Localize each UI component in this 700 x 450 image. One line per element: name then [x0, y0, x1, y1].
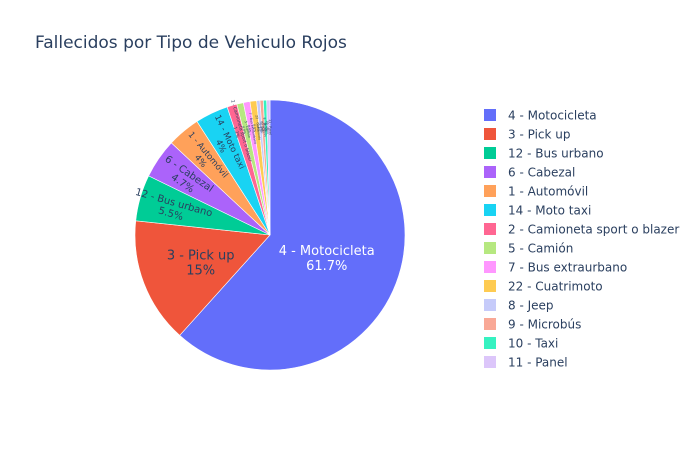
- legend-item-11-panel[interactable]: 11 - Panel: [484, 356, 568, 370]
- legend-label-5-camion: 5 - Camión: [508, 242, 573, 256]
- pie-slices: [134, 99, 406, 371]
- legend-label-11-panel: 11 - Panel: [508, 356, 568, 370]
- legend-swatch-14-moto-taxi: [484, 204, 496, 216]
- pie-label-5-camion: 5 - Camión0.8%: [240, 120, 251, 139]
- legend-item-9-microbus[interactable]: 9 - Microbús: [484, 318, 581, 332]
- pie-label-7-bus-extraurbano: 7 - Bus extraurbano0.8%: [244, 112, 257, 145]
- legend-swatch-1-automovil: [484, 185, 496, 197]
- legend-label-3-pick-up: 3 - Pick up: [508, 128, 570, 142]
- legend-swatch-7-bus-extraurbano: [484, 261, 496, 273]
- legend-swatch-8-jeep: [484, 299, 496, 311]
- legend-item-10-taxi[interactable]: 10 - Taxi: [484, 337, 558, 351]
- legend-swatch-2-camioneta-sport-o-blazer: [484, 223, 496, 235]
- pie-label-11-panel: 11 - Panel0.4%: [264, 119, 272, 135]
- pie-slice-3-pick-up[interactable]: [134, 220, 271, 336]
- legend-label-6-cabezal: 6 - Cabezal: [508, 166, 575, 180]
- legend-item-8-jeep[interactable]: 8 - Jeep: [484, 299, 554, 313]
- legend-item-7-bus-extraurbano[interactable]: 7 - Bus extraurbano: [484, 261, 627, 275]
- legend-label-7-bus-extraurbano: 7 - Bus extraurbano: [508, 261, 627, 275]
- legend-label-12-bus-urbano: 12 - Bus urbano: [508, 147, 604, 161]
- legend-item-5-camion[interactable]: 5 - Camión: [484, 242, 573, 256]
- pie-label-8-jeep: 8 - Jeep0.4%: [256, 121, 265, 134]
- legend-swatch-4-motocicleta: [484, 109, 496, 121]
- pie-label-10-taxi: 10 - Taxi0.4%: [262, 120, 270, 134]
- legend-label-14-moto-taxi: 14 - Moto taxi: [508, 204, 591, 218]
- pie-label-3-pick-up: 3 - Pick up 15%: [167, 249, 235, 279]
- legend-label-9-microbus: 9 - Microbús: [508, 318, 581, 332]
- legend-item-4-motocicleta[interactable]: 4 - Motocicleta: [484, 109, 597, 123]
- legend-swatch-9-microbus: [484, 318, 496, 330]
- legend-swatch-10-taxi: [484, 337, 496, 349]
- legend: 4 - Motocicleta 3 - Pick up 12 - Bus urban…: [484, 109, 679, 370]
- legend-item-12-bus-urbano[interactable]: 12 - Bus urbano: [484, 147, 604, 161]
- legend-swatch-11-panel: [484, 356, 496, 368]
- legend-label-22-cuatrimoto: 22 - Cuatrimoto: [508, 280, 603, 294]
- legend-swatch-6-cabezal: [484, 166, 496, 178]
- pie-slice-4-motocicleta[interactable]: [179, 99, 406, 371]
- pie-slice-11-panel[interactable]: [266, 99, 271, 236]
- pie-label-4-motocicleta: 4 - Motocicleta 61.7%: [279, 244, 375, 274]
- legend-item-22-cuatrimoto[interactable]: 22 - Cuatrimoto: [484, 280, 603, 294]
- legend-item-3-pick-up[interactable]: 3 - Pick up: [484, 128, 570, 142]
- pie-label-9-microbus: 9 - Microbús0.4%: [259, 117, 268, 137]
- legend-swatch-3-pick-up: [484, 128, 496, 140]
- legend-swatch-12-bus-urbano: [484, 147, 496, 159]
- legend-label-2-camioneta-sport-o-blazer: 2 - Camioneta sport o blazer: [508, 223, 679, 237]
- legend-swatch-5-camion: [484, 242, 496, 254]
- legend-swatch-22-cuatrimoto: [484, 280, 496, 292]
- legend-item-6-cabezal[interactable]: 6 - Cabezal: [484, 166, 575, 180]
- legend-label-1-automovil: 1 - Automóvil: [508, 185, 588, 199]
- chart-title: Fallecidos por Tipo de Vehiculo Rojos: [35, 33, 347, 53]
- legend-label-4-motocicleta: 4 - Motocicleta: [508, 109, 597, 123]
- legend-item-14-moto-taxi[interactable]: 14 - Moto taxi: [484, 204, 591, 218]
- legend-item-2-camioneta-sport-o-blazer[interactable]: 2 - Camioneta sport o blazer: [484, 223, 679, 237]
- legend-label-10-taxi: 10 - Taxi: [508, 337, 558, 351]
- pie-label-22-cuatrimoto: 22 - Cuatrimoto0.8%: [251, 115, 262, 141]
- legend-item-1-automovil[interactable]: 1 - Automóvil: [484, 185, 588, 199]
- legend-label-8-jeep: 8 - Jeep: [508, 299, 554, 313]
